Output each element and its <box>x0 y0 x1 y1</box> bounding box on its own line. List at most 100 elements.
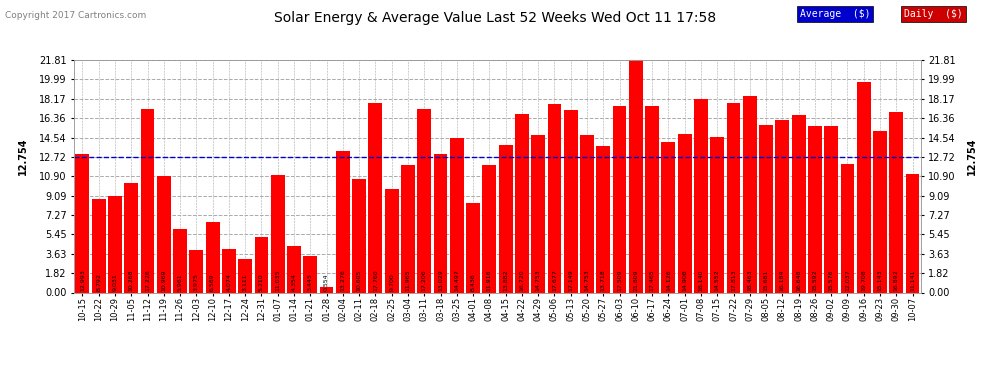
Bar <box>385 189 399 292</box>
Text: 6.569: 6.569 <box>210 273 215 291</box>
Bar <box>320 286 334 292</box>
Text: 16.184: 16.184 <box>780 269 785 291</box>
Text: 14.497: 14.497 <box>454 269 459 291</box>
Text: 5.210: 5.210 <box>259 273 264 291</box>
Bar <box>222 249 236 292</box>
Bar <box>532 135 545 292</box>
Text: 16.648: 16.648 <box>796 269 801 291</box>
Text: 13.276: 13.276 <box>341 269 346 291</box>
Text: Solar Energy & Average Value Last 52 Weeks Wed Oct 11 17:58: Solar Energy & Average Value Last 52 Wee… <box>274 11 716 25</box>
Text: 17.760: 17.760 <box>373 269 378 291</box>
Bar <box>75 154 89 292</box>
Bar <box>906 174 920 292</box>
Bar <box>727 103 741 292</box>
Text: 12.754: 12.754 <box>967 138 977 175</box>
Text: Copyright 2017 Cartronics.com: Copyright 2017 Cartronics.com <box>5 11 147 20</box>
Bar <box>678 134 692 292</box>
Bar <box>418 109 431 292</box>
Text: 17.813: 17.813 <box>731 269 736 291</box>
Text: 10.268: 10.268 <box>129 269 134 291</box>
Bar <box>825 126 839 292</box>
Bar <box>92 199 106 292</box>
Text: 17.677: 17.677 <box>552 269 557 291</box>
Text: 15.681: 15.681 <box>763 270 768 291</box>
Bar <box>613 106 627 292</box>
Text: 3.111: 3.111 <box>243 273 248 291</box>
Bar <box>466 202 480 292</box>
Text: 13.882: 13.882 <box>503 269 508 291</box>
Text: 0.554: 0.554 <box>324 273 329 291</box>
Text: 15.576: 15.576 <box>829 269 834 291</box>
Bar <box>856 82 870 292</box>
Bar <box>368 103 382 292</box>
Text: 3.445: 3.445 <box>308 273 313 291</box>
Bar <box>434 154 447 292</box>
Text: 18.140: 18.140 <box>699 269 704 291</box>
Text: 14.753: 14.753 <box>536 269 541 291</box>
Bar <box>239 260 252 292</box>
Bar <box>547 104 561 292</box>
Text: 17.509: 17.509 <box>617 269 622 291</box>
Bar <box>287 246 301 292</box>
Text: 19.708: 19.708 <box>861 269 866 291</box>
Bar <box>775 120 789 292</box>
Text: 11.965: 11.965 <box>406 269 411 291</box>
Text: 12.993: 12.993 <box>80 269 85 291</box>
Text: 3.975: 3.975 <box>194 273 199 291</box>
Bar <box>873 131 887 292</box>
Text: 14.908: 14.908 <box>682 269 687 291</box>
Bar <box>889 112 903 292</box>
Bar <box>792 115 806 292</box>
Text: 14.753: 14.753 <box>584 269 589 291</box>
Bar <box>661 142 675 292</box>
Text: Daily  ($): Daily ($) <box>904 9 962 20</box>
Bar <box>141 109 154 292</box>
Bar <box>271 175 285 292</box>
Bar <box>596 146 610 292</box>
Text: 11.141: 11.141 <box>910 269 915 291</box>
Bar <box>189 250 203 292</box>
Text: 14.552: 14.552 <box>715 269 720 291</box>
Bar <box>336 151 349 292</box>
Bar <box>645 106 659 292</box>
Bar <box>108 196 122 292</box>
Bar <box>742 96 756 292</box>
Text: 17.226: 17.226 <box>145 269 150 291</box>
Text: 14.126: 14.126 <box>666 269 671 291</box>
Bar <box>694 99 708 292</box>
Bar <box>710 137 724 292</box>
Text: 13.718: 13.718 <box>601 269 606 291</box>
Bar <box>254 237 268 292</box>
Text: 12.754: 12.754 <box>18 138 28 175</box>
Bar <box>629 60 643 292</box>
Text: 17.149: 17.149 <box>568 269 573 291</box>
Text: Average  ($): Average ($) <box>800 9 870 20</box>
Text: 9.031: 9.031 <box>113 273 118 291</box>
Bar <box>564 110 577 292</box>
Text: 4.074: 4.074 <box>227 273 232 291</box>
Text: 15.592: 15.592 <box>813 269 818 291</box>
Bar <box>206 222 220 292</box>
Text: 4.354: 4.354 <box>291 273 296 291</box>
Text: 18.463: 18.463 <box>747 269 752 291</box>
Bar <box>352 180 366 292</box>
Bar <box>173 229 187 292</box>
Bar <box>401 165 415 292</box>
Text: 12.037: 12.037 <box>844 269 850 291</box>
Text: 8.792: 8.792 <box>96 273 101 291</box>
Text: 21.809: 21.809 <box>634 269 639 291</box>
Bar <box>125 183 139 292</box>
Bar <box>449 138 463 292</box>
Bar <box>156 176 170 292</box>
Bar <box>759 125 773 292</box>
Text: 11.916: 11.916 <box>487 269 492 291</box>
Text: 10.969: 10.969 <box>161 269 166 291</box>
Text: 10.605: 10.605 <box>356 270 361 291</box>
Bar <box>841 164 854 292</box>
Bar <box>515 114 529 292</box>
Text: 17.206: 17.206 <box>422 269 427 291</box>
Text: 16.892: 16.892 <box>894 269 899 291</box>
Text: 15.143: 15.143 <box>877 269 882 291</box>
Text: 16.720: 16.720 <box>520 269 525 291</box>
Text: 8.436: 8.436 <box>470 273 475 291</box>
